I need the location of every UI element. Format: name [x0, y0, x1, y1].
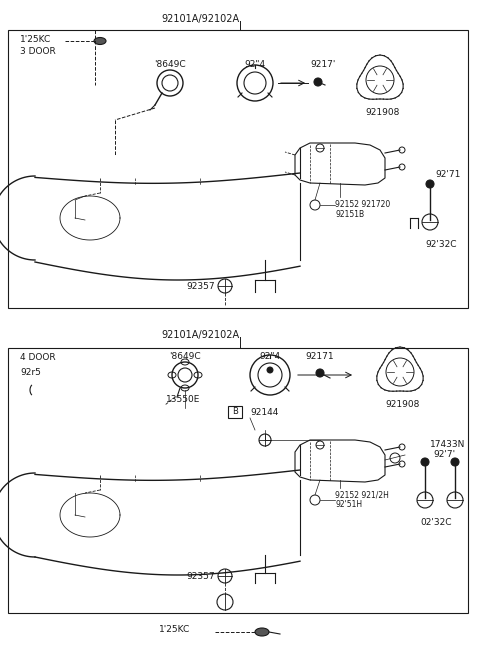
Text: 3 DOOR: 3 DOOR	[20, 47, 56, 56]
Text: '8649C: '8649C	[154, 60, 186, 69]
Text: 92'71: 92'71	[435, 170, 460, 179]
Circle shape	[451, 458, 459, 466]
Text: 921908: 921908	[385, 400, 420, 409]
Text: 4 DOOR: 4 DOOR	[20, 353, 56, 362]
Text: 92'51H: 92'51H	[335, 500, 362, 509]
Circle shape	[421, 458, 429, 466]
Circle shape	[267, 367, 273, 373]
Text: 13550E: 13550E	[166, 395, 200, 404]
Text: 92144: 92144	[250, 408, 278, 417]
Text: 1'25KC: 1'25KC	[20, 35, 51, 44]
Text: 92'32C: 92'32C	[425, 240, 456, 249]
Text: 92152 921720: 92152 921720	[335, 200, 390, 209]
Text: '8649C: '8649C	[169, 352, 201, 361]
Text: 92"4: 92"4	[259, 352, 281, 361]
Text: 92357: 92357	[186, 282, 215, 291]
Text: 92101A/92102A: 92101A/92102A	[161, 14, 239, 24]
Text: 92'7': 92'7'	[433, 450, 455, 459]
Text: 92152 921/2H: 92152 921/2H	[335, 490, 389, 499]
Text: 02'32C: 02'32C	[420, 518, 452, 527]
Text: 92"4: 92"4	[244, 60, 265, 69]
Text: 92r5: 92r5	[20, 368, 41, 377]
Bar	[228, 406, 242, 418]
Bar	[8, 30, 468, 308]
Ellipse shape	[94, 37, 106, 45]
Circle shape	[316, 369, 324, 377]
Text: 92101A/92102A: 92101A/92102A	[161, 330, 239, 340]
Text: 921908: 921908	[365, 108, 399, 117]
Text: 17433N: 17433N	[430, 440, 466, 449]
Text: 9217': 9217'	[310, 60, 336, 69]
Text: 92171: 92171	[306, 352, 334, 361]
Bar	[8, 348, 468, 613]
Circle shape	[426, 180, 434, 188]
Text: 92357: 92357	[186, 572, 215, 581]
Circle shape	[314, 78, 322, 86]
Text: 1'25KC: 1'25KC	[159, 625, 191, 634]
Text: 92151B: 92151B	[335, 210, 364, 219]
Text: B: B	[232, 407, 238, 416]
Ellipse shape	[255, 628, 269, 636]
